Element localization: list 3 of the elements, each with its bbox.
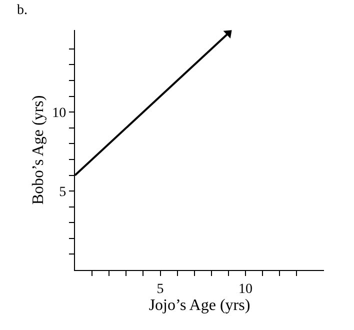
x-axis-title: Jojo’s Age (yrs) [148, 296, 250, 314]
text: b. [17, 3, 28, 18]
y-axis-title: Bobo’s Age (yrs) [30, 95, 47, 205]
